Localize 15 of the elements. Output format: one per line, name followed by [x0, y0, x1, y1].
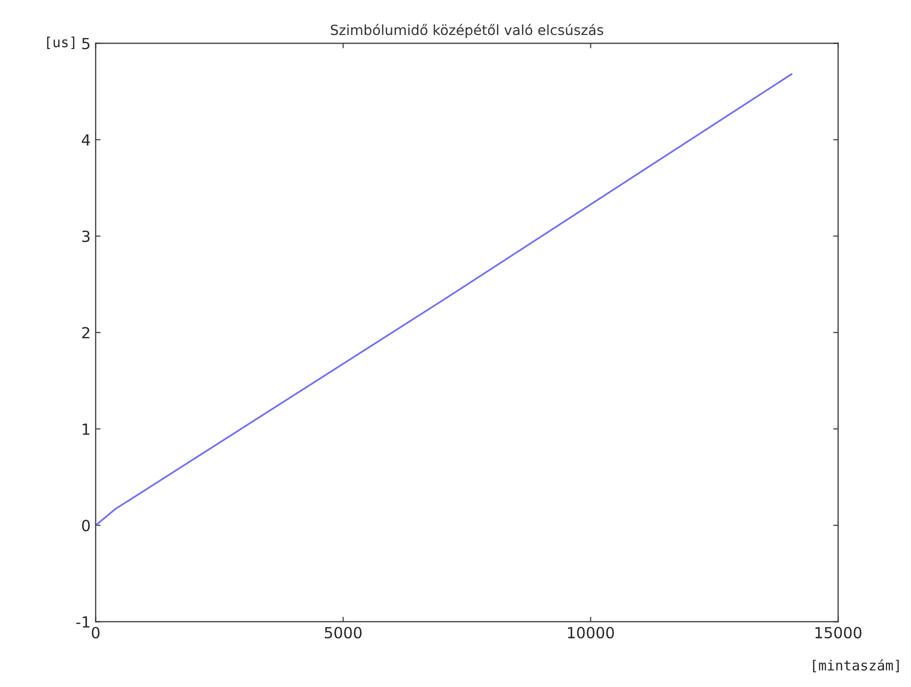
y-tick-label: 3 [82, 230, 90, 242]
y-tick-label: 0 [82, 520, 90, 532]
y-tick-label: -1 [76, 616, 90, 628]
y-tick-label: 1 [82, 424, 90, 435]
x-tick-label: 0 [92, 626, 100, 638]
x-tick-label: 5000 [324, 626, 362, 638]
line-series [96, 73, 792, 526]
y-axis-title: [us] [47, 36, 74, 49]
y-tick-label: 5 [82, 38, 90, 50]
x-tick-label: 10000 [568, 626, 614, 638]
chart-title: Szimbólumidő középétől való elcsúszás [330, 24, 604, 38]
x-axis-title: [mintaszám] [813, 659, 899, 672]
y-tick-label: 2 [82, 326, 90, 338]
y-tick-label: 4 [82, 134, 90, 146]
x-tick-label: 15000 [815, 626, 862, 638]
